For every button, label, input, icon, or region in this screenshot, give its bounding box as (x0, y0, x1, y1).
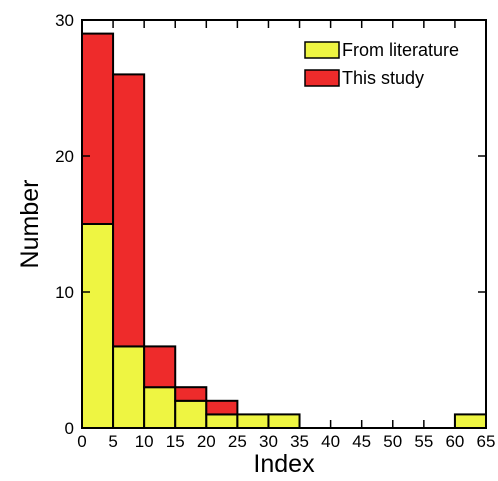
x-tick-label: 55 (414, 432, 433, 451)
x-tick-label: 30 (259, 432, 278, 451)
x-tick-label: 5 (108, 432, 117, 451)
x-tick-label: 10 (135, 432, 154, 451)
bar-literature-5-10 (112, 345, 146, 429)
legend-label-literature: From literature (342, 40, 459, 60)
bars-group (81, 32, 487, 430)
x-tick-label: 0 (77, 432, 86, 451)
bar-literature-60-65 (453, 413, 487, 429)
bar-this-study-15-20 (174, 386, 208, 402)
x-tick-label: 15 (166, 432, 185, 451)
plot-frame (81, 19, 487, 429)
y-tick-label: 20 (55, 147, 74, 166)
x-tick-label: 45 (352, 432, 371, 451)
x-tick-label: 40 (321, 432, 340, 451)
x-tick-label: 65 (477, 432, 496, 451)
legend-label-this-study: This study (342, 68, 424, 88)
y-tick-label: 10 (55, 283, 74, 302)
bar-this-study-20-25 (205, 399, 239, 416)
bar-literature-0-5 (81, 223, 115, 429)
bar-literature-25-30 (236, 413, 270, 429)
bar-literature-30-35 (267, 413, 301, 429)
x-tick-label: 50 (383, 432, 402, 451)
x-axis-title: Index (253, 450, 315, 478)
y-axis-title: Number (16, 180, 44, 269)
x-tick-label: 60 (445, 432, 464, 451)
bar-literature-15-20 (174, 399, 208, 429)
y-tick-label: 0 (65, 419, 74, 438)
bar-literature-20-25 (205, 413, 239, 429)
bar-literature-10-15 (143, 386, 177, 430)
bar-this-study-5-10 (112, 73, 146, 348)
x-tick-label: 25 (228, 432, 247, 451)
bar-this-study-0-5 (81, 32, 115, 225)
x-tick-label: 35 (290, 432, 309, 451)
x-tick-label: 20 (197, 432, 216, 451)
legend-swatch-this-study (304, 69, 340, 87)
bar-this-study-10-15 (143, 345, 177, 389)
legend: From literature This study (304, 40, 459, 88)
legend-swatch-literature (304, 41, 340, 59)
y-tick-label: 30 (55, 11, 74, 30)
ticks-group: 0 5 10 15 20 25 30 35 40 45 50 55 60 65 0 10 20 30 (55, 11, 495, 451)
